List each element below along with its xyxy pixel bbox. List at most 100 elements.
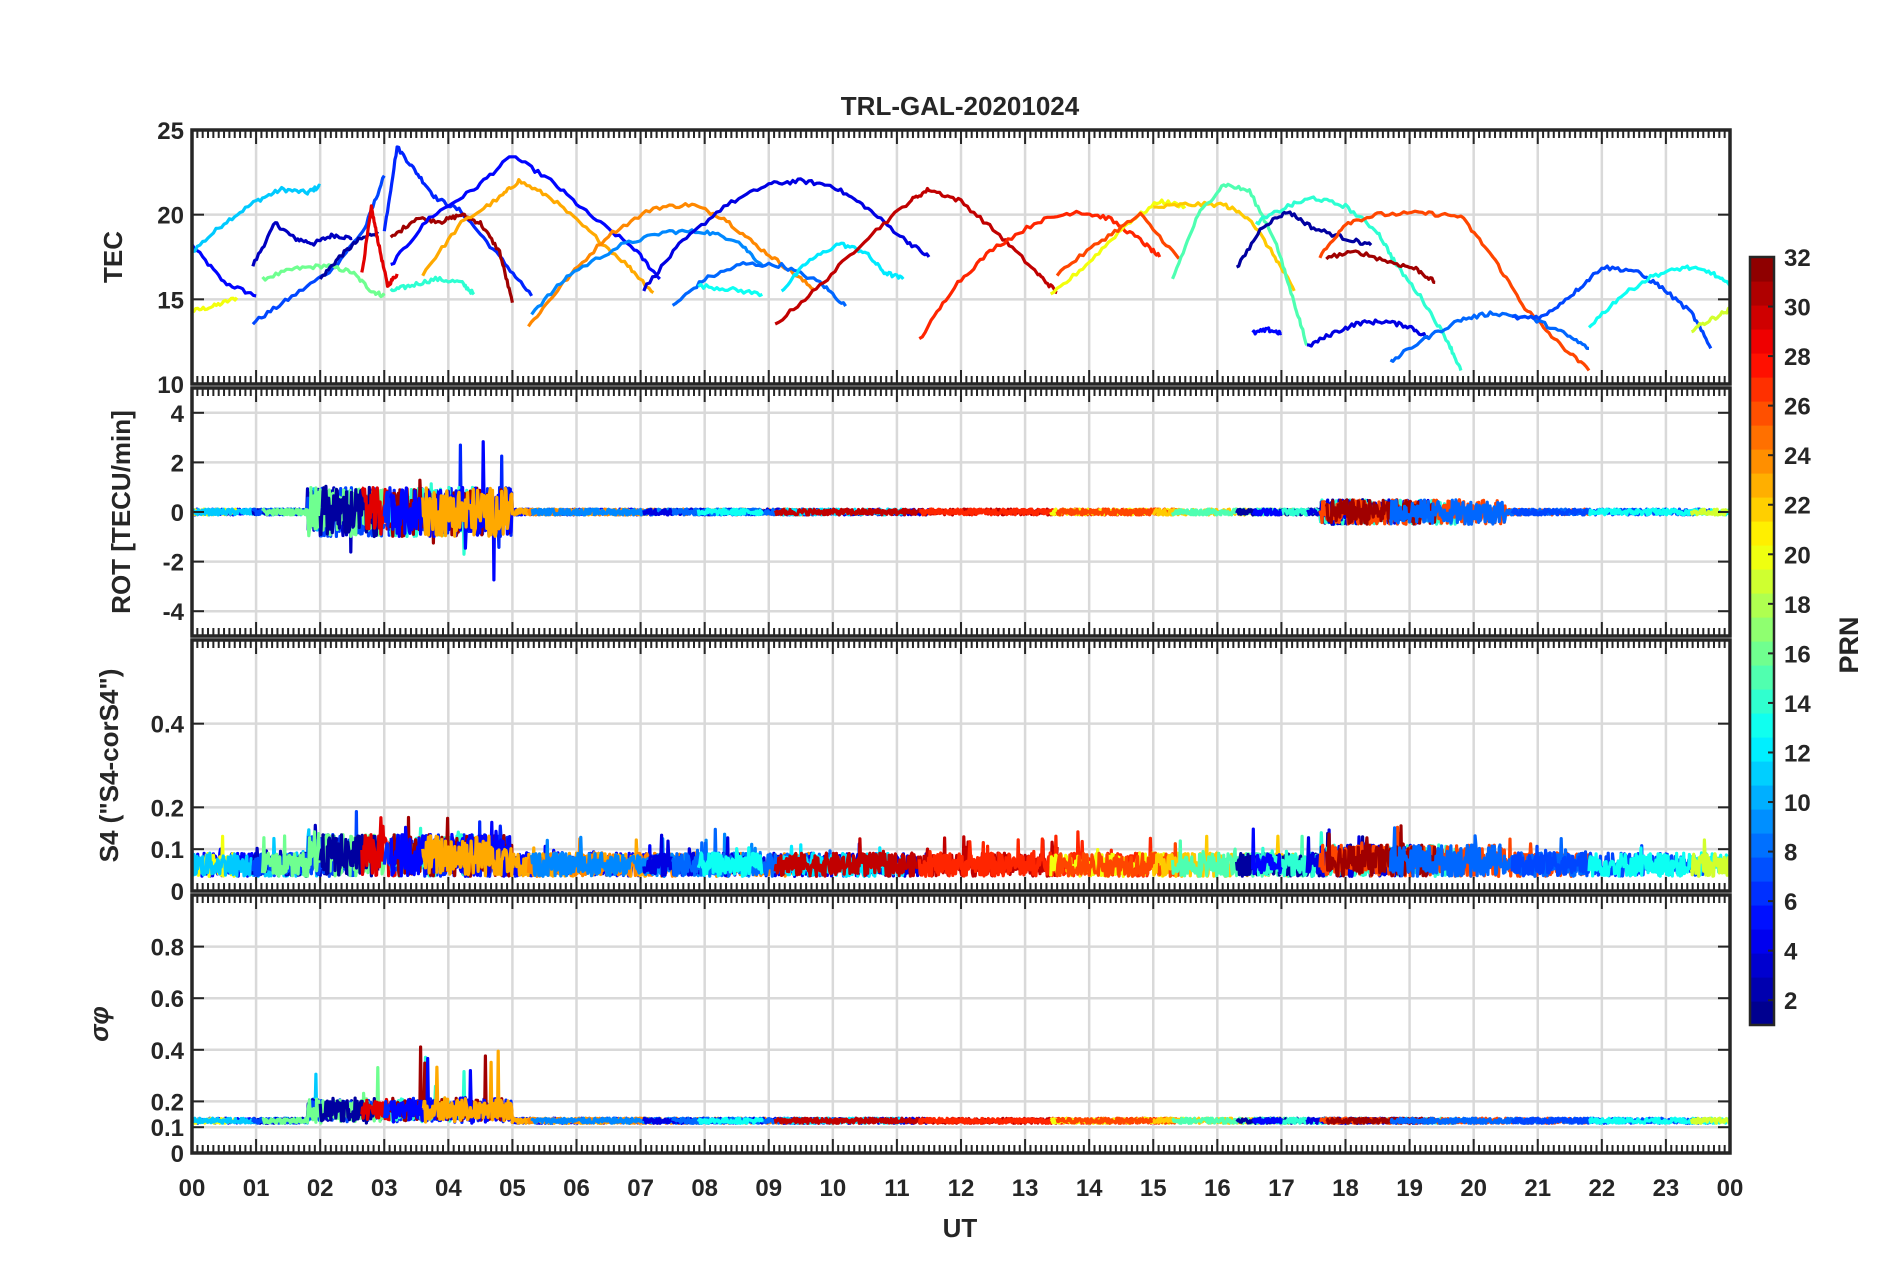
- series-tec-prn-20-1: [192, 296, 239, 314]
- colorbar-tick-label: 8: [1784, 840, 1797, 867]
- series-tec-prn-15-24: [1171, 182, 1309, 346]
- series-tec-prn-26-29: [1318, 209, 1591, 372]
- colorbar-tick-label: 28: [1784, 344, 1811, 371]
- colorbar-tick-label: 18: [1784, 592, 1811, 619]
- x-tick-label: 06: [563, 1175, 590, 1202]
- x-axis-label: UT: [943, 1213, 978, 1243]
- x-tick-label: 12: [948, 1175, 975, 1202]
- y-tick-label-sigphi: 0.2: [151, 1089, 184, 1116]
- colorbar-tick-label: 6: [1784, 889, 1797, 916]
- x-tick-label: 18: [1332, 1175, 1359, 1202]
- colorbar-segment: [1750, 593, 1774, 618]
- series-tec-prn-9-14: [530, 228, 764, 316]
- y-axis-label-s4: S4 ("S4-corS4"): [94, 669, 124, 863]
- colorbar-tick-label: 10: [1784, 790, 1811, 817]
- series-tec-prn-31-30: [1325, 249, 1436, 284]
- colorbar-segment: [1750, 977, 1774, 1002]
- y-tick-label-sigphi: 0.1: [151, 1115, 184, 1142]
- x-tick-label: 09: [755, 1175, 782, 1202]
- colorbar-segment: [1750, 809, 1774, 834]
- colorbar-segment: [1750, 473, 1774, 498]
- y-tick-label-tec: 15: [157, 287, 184, 314]
- x-tick-label: 16: [1204, 1175, 1231, 1202]
- series-tec-prn-31-10: [389, 212, 514, 304]
- series-sigphi-prn-16-5: [261, 1066, 386, 1125]
- colorbar-segment: [1750, 569, 1774, 594]
- colorbar-tick-label: 26: [1784, 394, 1811, 421]
- series-tec-prn-2-25: [1235, 210, 1373, 269]
- colorbar-segment: [1750, 377, 1774, 402]
- colorbar-tick-label: 32: [1784, 245, 1811, 272]
- x-tick-label: 15: [1140, 1175, 1167, 1202]
- series-tec-prn-8-31: [1389, 310, 1589, 363]
- panel-s4: 0 0.1 0.2 0.4 S4 ("S4-corS4"): [94, 638, 1732, 906]
- y-tick-label-rot: 0: [171, 500, 184, 527]
- colorbar-tick-label: 16: [1784, 641, 1811, 668]
- colorbar-segment: [1750, 737, 1774, 762]
- y-tick-label-sigphi: 0.4: [151, 1038, 185, 1065]
- y-tick-label-s4: 0.1: [151, 837, 184, 864]
- x-tick-label: 10: [819, 1175, 846, 1202]
- colorbar-tick-label: 4: [1784, 939, 1798, 966]
- panel-sigphi: 00.10.2 0.4 0.6 0.8 σφ: [84, 893, 1732, 1168]
- series-sigphi-prn-5-27: [1251, 1116, 1283, 1125]
- x-tick-label: 19: [1396, 1175, 1423, 1202]
- series-tec-prn-26-22: [1055, 211, 1181, 277]
- series-tec-prn-23-12: [421, 178, 655, 294]
- x-tick-label: 20: [1460, 1175, 1487, 1202]
- y-tick-label-rot: 2: [171, 450, 184, 477]
- colorbar-segment: [1750, 953, 1774, 978]
- x-tick-label: 23: [1653, 1175, 1680, 1202]
- colorbar-segment: [1750, 761, 1774, 786]
- colorbar-tick-label: 24: [1784, 443, 1811, 470]
- x-tick-label: 04: [435, 1175, 462, 1202]
- x-tick-label: 05: [499, 1175, 526, 1202]
- y-tick-label-sigphi: 0.8: [151, 935, 184, 962]
- series-tec-prn-13-17: [697, 282, 764, 298]
- panel-rot-ticks: [191, 388, 1731, 636]
- series-s4-prn-5-27: [1251, 827, 1283, 876]
- colorbar-segment: [1750, 665, 1774, 690]
- series-tec-prn-7-32: [1511, 264, 1713, 350]
- x-tick-label: 00: [1717, 1175, 1744, 1202]
- colorbar-segment: [1750, 329, 1774, 354]
- colorbar-tick-label: 14: [1784, 691, 1811, 718]
- y-tick-label-s4: 0: [171, 879, 184, 906]
- x-tick-label: 03: [371, 1175, 398, 1202]
- colorbar-segment: [1750, 281, 1774, 306]
- series-tec-prn-8-16: [671, 261, 847, 307]
- series-rot-prn-13-17: [696, 507, 764, 517]
- series-tec-prn-4-28: [1306, 318, 1430, 348]
- series-sigphi-prn-13-17: [696, 1116, 764, 1125]
- colorbar-tick-label: 30: [1784, 295, 1811, 322]
- panel-rot: -4 -2 0 2 4 ROT [TECU/min]: [106, 386, 1732, 638]
- series-tec-prn-11-2: [192, 183, 322, 254]
- colorbar-tick-label: 20: [1784, 542, 1811, 569]
- y-axis-label-sigphi: σφ: [84, 1006, 114, 1042]
- colorbar-segment: [1750, 497, 1774, 522]
- panel-tec-series: [192, 145, 1730, 372]
- colorbar-segment: [1750, 905, 1774, 930]
- colorbar-segment: [1750, 449, 1774, 474]
- series-tec-prn-27-20: [918, 209, 1162, 340]
- series-tec-prn-14-26: [1254, 195, 1463, 371]
- x-tick-labels: 00 01 02 03 04 05 06 07 08 09 10 11 12 13 14 15 16 17 18 19…: [179, 1175, 1744, 1202]
- series-tec-prn-29-7: [360, 204, 399, 288]
- x-tick-label: 14: [1076, 1175, 1103, 1202]
- colorbar-segment: [1750, 545, 1774, 570]
- y-tick-label-sigphi: 0.6: [151, 986, 184, 1013]
- x-tick-label: 01: [243, 1175, 270, 1202]
- series-tec-prn-3-3: [251, 221, 353, 267]
- colorbar-segment: [1750, 689, 1774, 714]
- colorbar-segment: [1750, 1001, 1774, 1026]
- y-tick-label-tec: 10: [157, 372, 184, 399]
- y-tick-label-tec: 20: [157, 203, 184, 230]
- colorbar-tick-label: 12: [1784, 740, 1811, 767]
- series-tec-prn-19-34: [1690, 306, 1730, 334]
- series-sigphi-prn-19-34: [1689, 1116, 1730, 1125]
- colorbar-segment: [1750, 713, 1774, 738]
- panel-sigphi-ticks: [191, 895, 1731, 1154]
